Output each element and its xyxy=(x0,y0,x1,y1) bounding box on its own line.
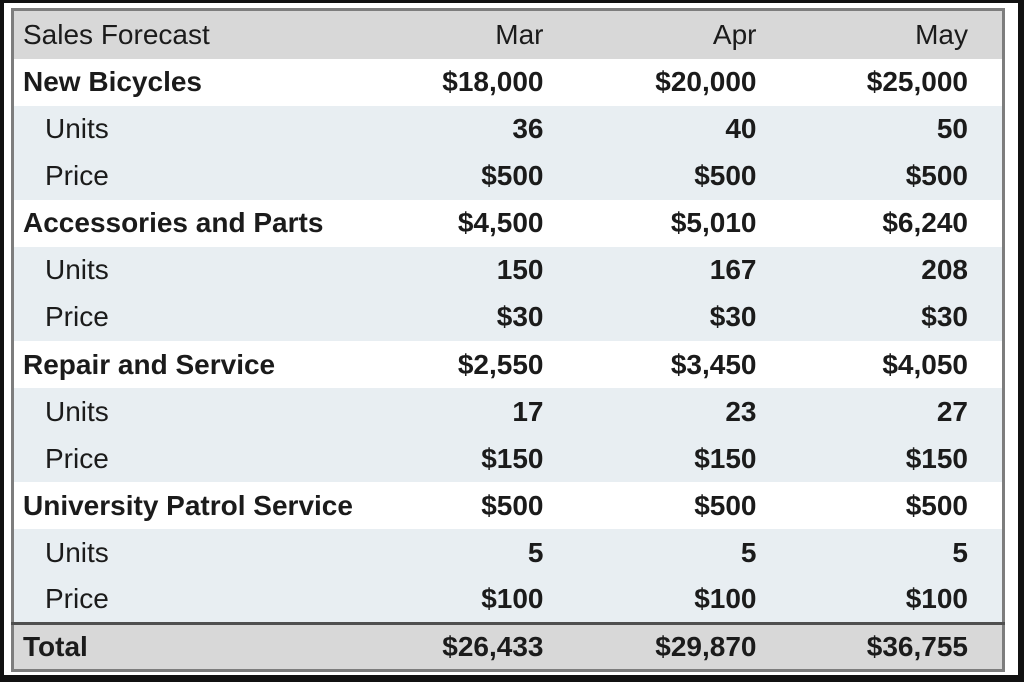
sub-row: Units 36 40 50 xyxy=(12,105,1004,153)
category-row: University Patrol Service $500 $500 $500 xyxy=(12,482,1004,530)
table-footer: Total $26,433 $29,870 $36,755 xyxy=(12,622,1004,671)
cell-value: $4,500 xyxy=(457,207,544,239)
row-label: Accessories and Parts xyxy=(23,207,324,239)
sub-row: Price $100 $100 $100 xyxy=(12,576,1004,624)
cell-value: 208 xyxy=(921,254,968,286)
total-value-mar: $26,433 xyxy=(364,622,578,671)
sub-row: Units 150 167 208 xyxy=(12,246,1004,294)
row-label: Units xyxy=(45,395,109,427)
cell-value: 17 xyxy=(512,395,544,427)
column-header-apr: Apr xyxy=(577,9,791,59)
table-title: Sales Forecast xyxy=(12,9,365,59)
cell-value: 167 xyxy=(709,254,757,286)
cell-value: $4,050 xyxy=(882,348,968,380)
cell-value: $500 xyxy=(905,160,968,192)
cell-value: $150 xyxy=(481,442,544,474)
sub-row: Price $30 $30 $30 xyxy=(12,293,1004,341)
cell-value: $100 xyxy=(481,583,544,615)
cell-value: $500 xyxy=(905,489,968,521)
cell-value: $100 xyxy=(694,583,757,615)
row-label: Units xyxy=(45,536,109,568)
row-label: Units xyxy=(45,254,109,286)
total-label: Total xyxy=(12,622,365,671)
total-row: Total $26,433 $29,870 $36,755 xyxy=(12,622,1004,671)
cell-value: $2,550 xyxy=(457,348,544,380)
sub-row: Price $500 $500 $500 xyxy=(12,152,1004,200)
sub-row: Price $150 $150 $150 xyxy=(12,435,1004,483)
cell-value: 23 xyxy=(725,395,757,427)
row-label: Price xyxy=(45,160,109,192)
sub-row: Units 5 5 5 xyxy=(12,529,1004,577)
cell-value: 5 xyxy=(527,536,544,568)
cell-value: $18,000 xyxy=(442,66,544,98)
cell-value: $150 xyxy=(905,442,968,474)
table-image-background: Sales Forecast Mar Apr May New Bicycles $… xyxy=(4,3,1018,675)
cell-value: $150 xyxy=(694,442,757,474)
cell-value: $30 xyxy=(709,301,757,333)
row-label: Repair and Service xyxy=(23,348,276,380)
cell-value: 36 xyxy=(512,113,544,145)
cell-value: 50 xyxy=(936,113,968,145)
header-row: Sales Forecast Mar Apr May xyxy=(12,9,1004,59)
cell-value: 5 xyxy=(952,536,968,568)
total-value-may: $36,755 xyxy=(790,622,1004,671)
row-label: Price xyxy=(45,301,109,333)
cell-value: 5 xyxy=(740,536,757,568)
table-body: New Bicycles $18,000 $20,000 $25,000 Units 36… xyxy=(12,58,1004,624)
cell-value: $25,000 xyxy=(866,66,968,98)
cell-value: $3,450 xyxy=(670,348,757,380)
cell-value: 40 xyxy=(725,113,757,145)
row-label: Price xyxy=(45,442,109,474)
cell-value: $20,000 xyxy=(655,66,757,98)
column-header-may: May xyxy=(790,9,1004,59)
cell-value: $500 xyxy=(481,489,544,521)
column-header-mar: Mar xyxy=(364,9,578,59)
sales-forecast-table: Sales Forecast Mar Apr May New Bicycles $… xyxy=(11,8,1005,672)
row-label: New Bicycles xyxy=(23,66,202,98)
cell-value: $30 xyxy=(496,301,544,333)
cell-value: $6,240 xyxy=(882,207,968,239)
cell-value: $500 xyxy=(481,160,544,192)
cell-value: $30 xyxy=(921,301,968,333)
cell-value: $500 xyxy=(694,160,757,192)
row-label: Units xyxy=(45,113,109,145)
row-label: Price xyxy=(45,583,109,615)
cell-value: $5,010 xyxy=(670,207,757,239)
cell-value: $500 xyxy=(694,489,757,521)
category-row: Repair and Service $2,550 $3,450 $4,050 xyxy=(12,340,1004,389)
category-row: Accessories and Parts $4,500 $5,010 $6,240 xyxy=(12,199,1004,247)
table-header: Sales Forecast Mar Apr May xyxy=(12,9,1004,59)
sub-row: Units 17 23 27 xyxy=(12,388,1004,436)
total-value-apr: $29,870 xyxy=(577,622,791,671)
cell-value: $100 xyxy=(905,583,968,615)
category-row: New Bicycles $18,000 $20,000 $25,000 xyxy=(12,58,1004,106)
row-label: University Patrol Service xyxy=(23,489,353,521)
cell-value: 27 xyxy=(936,395,968,427)
cell-value: 150 xyxy=(496,254,544,286)
